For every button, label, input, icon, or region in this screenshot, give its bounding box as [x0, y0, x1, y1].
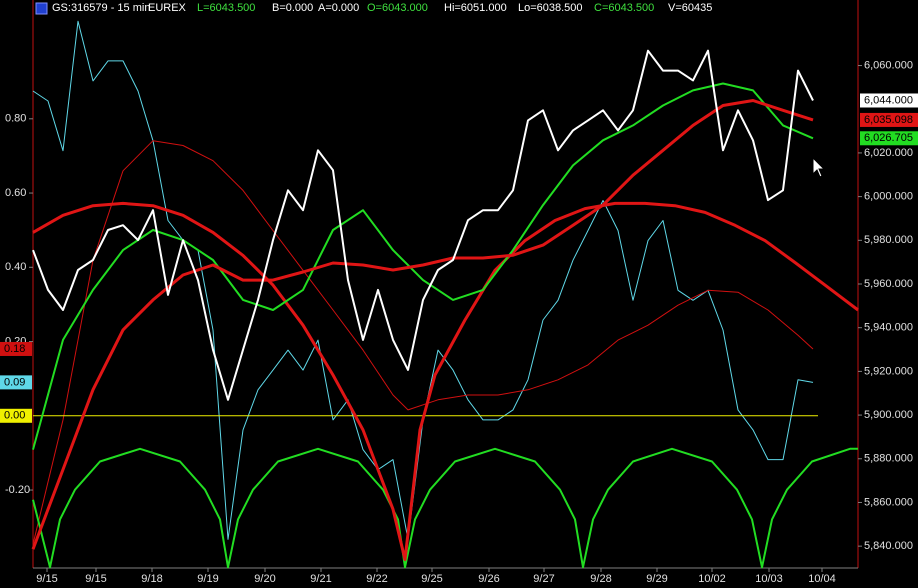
x-tick-label: 9/28	[590, 573, 611, 585]
x-tick-label: 9/21	[310, 573, 331, 585]
x-tick-label: 9/19	[197, 573, 218, 585]
last-value-box	[860, 93, 918, 108]
x-tick-label: 9/20	[254, 573, 275, 585]
y2-tick-label: 5,860.000	[864, 496, 913, 508]
y2-tick-label: 6,060.000	[864, 59, 913, 71]
y2-tick-label: 5,960.000	[864, 278, 913, 290]
last-value-label: 6,035.098	[864, 114, 913, 126]
y-tick-label: 0.40	[5, 261, 26, 273]
last-value-label: 0.00	[4, 410, 25, 422]
series-line	[32, 140, 814, 545]
header-field: GS:316579 - 15 min	[52, 2, 150, 14]
header-field: EUREX	[148, 2, 187, 14]
last-value-box	[0, 375, 32, 390]
series-line	[32, 201, 859, 561]
symbol-icon	[35, 2, 48, 15]
y2-tick-label: 6,000.000	[864, 191, 913, 203]
x-tick-label: 9/25	[421, 573, 442, 585]
series-line	[32, 49, 814, 401]
header-field: L=6043.500	[197, 2, 255, 14]
last-value-box	[860, 112, 918, 127]
series-line	[32, 82, 814, 450]
y2-tick-label: 5,880.000	[864, 453, 913, 465]
last-value-box	[0, 408, 32, 423]
last-value-box	[860, 131, 918, 146]
header-field: V=60435	[668, 2, 712, 14]
last-value-label: 6,026.705	[864, 132, 913, 144]
header-field: Lo=6038.500	[518, 2, 583, 14]
y-tick-label: 0.80	[5, 113, 26, 125]
last-value-box	[0, 341, 32, 356]
x-tick-label: 9/18	[141, 573, 162, 585]
y-tick-label: 0.60	[5, 187, 26, 199]
x-tick-label: 10/02	[698, 573, 726, 585]
x-tick-label: 9/15	[85, 573, 106, 585]
last-value-label: 0.09	[4, 376, 25, 388]
header-field: C=6043.500	[594, 2, 654, 14]
y2-tick-label: 6,020.000	[864, 147, 913, 159]
series-line	[31, 99, 814, 550]
x-tick-label: 9/22	[366, 573, 387, 585]
y2-tick-label: 5,920.000	[864, 365, 913, 377]
last-value-label: 6,044.000	[864, 94, 913, 106]
y2-tick-label: 5,840.000	[864, 540, 913, 552]
series-line	[32, 447, 858, 569]
x-tick-label: 10/03	[755, 573, 783, 585]
last-value-label: 0.18	[4, 343, 25, 355]
x-tick-label: 9/26	[478, 573, 499, 585]
y-tick-label: -0.20	[5, 484, 30, 496]
x-tick-label: 10/04	[808, 573, 836, 585]
header-field: Hi=6051.000	[444, 2, 507, 14]
header-field: A=0.000	[318, 2, 359, 14]
header-field: B=0.000	[272, 2, 313, 14]
x-tick-label: 9/15	[36, 573, 57, 585]
x-tick-label: 9/27	[533, 573, 554, 585]
x-tick-label: 9/29	[646, 573, 667, 585]
mouse-cursor	[812, 156, 826, 178]
y2-tick-label: 5,940.000	[864, 322, 913, 334]
header-field: O=6043.000	[367, 2, 428, 14]
y2-tick-label: 5,900.000	[864, 409, 913, 421]
y2-tick-label: 5,980.000	[864, 234, 913, 246]
